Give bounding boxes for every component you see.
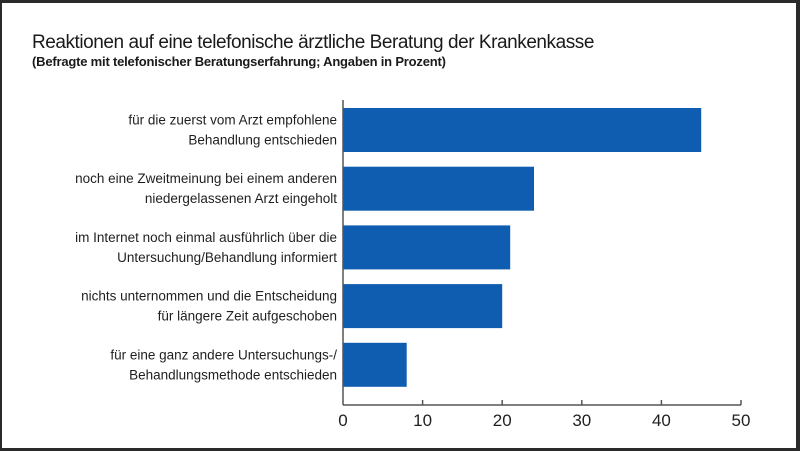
category-label: noch eine Zweitmeinung bei einem anderen… bbox=[75, 171, 337, 206]
bar bbox=[343, 225, 511, 270]
category-label-line: noch eine Zweitmeinung bei einem anderen bbox=[75, 171, 337, 186]
chart-subtitle: (Befragte mit telefonischer Beratungserf… bbox=[32, 54, 446, 69]
category-label-line: für die zuerst vom Arzt empfohlene bbox=[128, 113, 337, 128]
category-label-line: für eine ganz andere Untersuchungs-/ bbox=[110, 347, 337, 362]
chart-title: Reaktionen auf eine telefonische ärztlic… bbox=[32, 32, 594, 53]
x-tick-label: 30 bbox=[572, 411, 591, 430]
category-label-line: nichts unternommen und die Entscheidung bbox=[81, 289, 337, 304]
x-tick-label: 10 bbox=[413, 411, 432, 430]
bar bbox=[343, 108, 702, 152]
category-label-line: Behandlungsmethode entschieden bbox=[129, 367, 337, 382]
category-label-line: Untersuchung/Behandlung informiert bbox=[117, 250, 337, 265]
category-label: nichts unternommen und die Entscheidung f… bbox=[81, 289, 337, 324]
x-tick-label: 40 bbox=[652, 411, 671, 430]
category-labels-group: für die zuerst vom Arzt empfohlene Behand… bbox=[75, 113, 337, 383]
bar bbox=[343, 166, 534, 211]
bar bbox=[343, 342, 407, 387]
bar bbox=[343, 284, 503, 329]
category-label-line: für längere Zeit aufgeschoben bbox=[158, 309, 337, 324]
category-label-line: niedergelassenen Arzt eingeholt bbox=[145, 191, 337, 206]
x-tick-label: 50 bbox=[732, 411, 751, 430]
category-label: für eine ganz andere Untersuchungs-/ Beha… bbox=[110, 347, 337, 382]
category-label: für die zuerst vom Arzt empfohlene Behand… bbox=[128, 113, 337, 148]
x-tick-label: 0 bbox=[338, 411, 347, 430]
category-label: im Internet noch einmal ausführlich über… bbox=[75, 230, 337, 265]
category-label-line: im Internet noch einmal ausführlich über… bbox=[75, 230, 337, 245]
bars-group bbox=[343, 108, 702, 387]
category-label-line: Behandlung entschieden bbox=[188, 133, 337, 148]
x-tick-label: 20 bbox=[493, 411, 512, 430]
axes-group: 0 10 20 30 40 50 bbox=[338, 100, 750, 430]
